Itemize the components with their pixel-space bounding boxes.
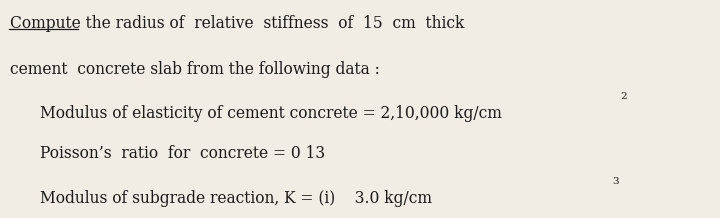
Text: Poisson’s  ratio  for  concrete = 0 13: Poisson’s ratio for concrete = 0 13	[40, 145, 325, 162]
Text: 2: 2	[621, 92, 627, 100]
Text: Modulus of elasticity of cement concrete = 2,10,000 kg/cm: Modulus of elasticity of cement concrete…	[40, 105, 501, 122]
Text: 3: 3	[613, 177, 619, 186]
Text: Compute the radius of  relative  stiffness  of  15  cm  thick: Compute the radius of relative stiffness…	[10, 15, 464, 32]
Text: Modulus of subgrade reaction, K = (i)    3.0 kg/cm: Modulus of subgrade reaction, K = (i) 3.…	[40, 190, 431, 207]
Text: cement  concrete slab from the following data :: cement concrete slab from the following …	[10, 61, 380, 78]
